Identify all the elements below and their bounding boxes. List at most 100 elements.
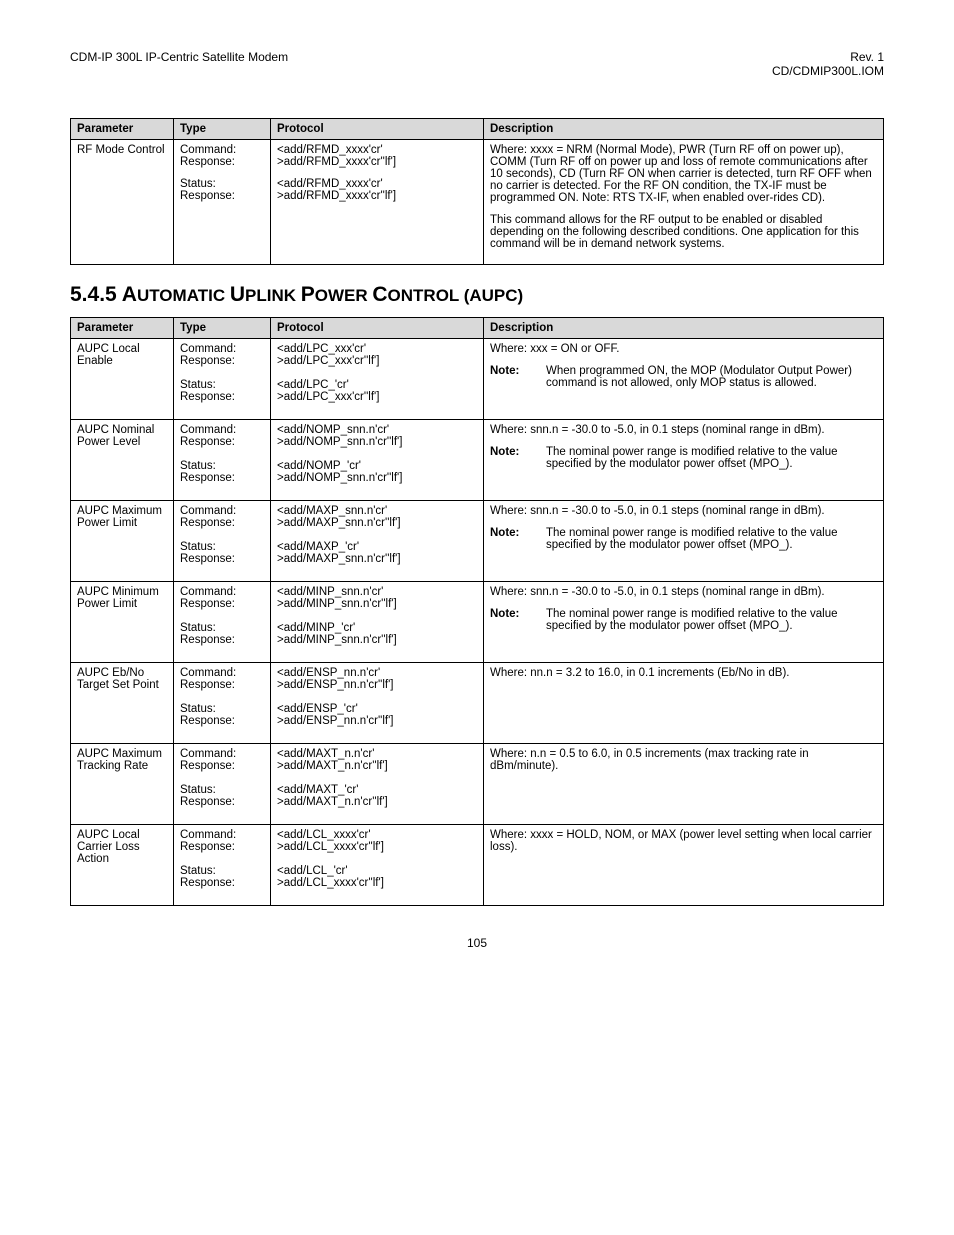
proto-line: <add/LCL_'cr' xyxy=(277,865,477,877)
proto-line xyxy=(277,772,477,784)
proto-line xyxy=(277,853,477,865)
cell-protocol: <add/LCL_xxxx'cr'>add/LCL_xxxx'cr''lf'] … xyxy=(271,825,484,906)
proto-line: <add/RFMD_xxxx'cr' xyxy=(277,144,477,156)
cell-description: Where: nn.n = 3.2 to 16.0, in 0.1 increm… xyxy=(484,663,884,744)
desc-where: Where: xxx = ON or OFF. xyxy=(490,343,877,355)
cell-type: Command: Response: Status: Response: xyxy=(174,140,271,265)
proto-line: >add/ENSP_nn.n'cr''lf'] xyxy=(277,679,477,691)
table-row: AUPC Local EnableCommand:Response: Statu… xyxy=(71,339,884,420)
desc-where: Where: xxxx = HOLD, NOM, or MAX (power l… xyxy=(490,829,877,853)
type-line: Response: xyxy=(180,517,264,529)
note-label: Note: xyxy=(490,365,534,389)
proto-line: >add/MAXP_snn.n'cr''lf'] xyxy=(277,553,477,565)
desc-note: Note: When programmed ON, the MOP (Modula… xyxy=(490,365,877,389)
cell-description: Where: snn.n = -30.0 to -5.0, in 0.1 ste… xyxy=(484,420,884,501)
type-line xyxy=(180,772,264,784)
type-line: Response: xyxy=(180,391,264,403)
proto-line: <add/MAXP_'cr' xyxy=(277,541,477,553)
type-line: Response: xyxy=(180,679,264,691)
desc-where: Where: snn.n = -30.0 to -5.0, in 0.1 ste… xyxy=(490,586,877,598)
proto-line xyxy=(277,448,477,460)
note-text: The nominal power range is modified rela… xyxy=(546,608,877,632)
note-text: The nominal power range is modified rela… xyxy=(546,527,877,551)
proto-line: <add/MAXT_n.n'cr' xyxy=(277,748,477,760)
table-row: AUPC Eb/No Target Set PointCommand:Respo… xyxy=(71,663,884,744)
proto-line: <add/MAXP_snn.n'cr' xyxy=(277,505,477,517)
type-line: Command: xyxy=(180,343,264,355)
th-description: Description xyxy=(484,318,884,339)
cell-protocol: <add/LPC_xxx'cr'>add/LPC_xxx'cr''lf'] <a… xyxy=(271,339,484,420)
type-line: Status: xyxy=(180,541,264,553)
th-parameter: Parameter xyxy=(71,119,174,140)
desc-where: Where: nn.n = 3.2 to 16.0, in 0.1 increm… xyxy=(490,667,877,679)
type-line: Command: xyxy=(180,505,264,517)
proto-line: >add/MAXT_n.n'cr''lf'] xyxy=(277,760,477,772)
table-header-row: Parameter Type Protocol Description xyxy=(71,119,884,140)
type-line: Status: xyxy=(180,784,264,796)
proto-line: >add/LCL_xxxx'cr''lf'] xyxy=(277,841,477,853)
table-aupc: Parameter Type Protocol Description AUPC… xyxy=(70,317,884,906)
cell-parameter: AUPC Local Carrier Loss Action xyxy=(71,825,174,906)
th-parameter: Parameter xyxy=(71,318,174,339)
th-type: Type xyxy=(174,119,271,140)
proto-line: >add/ENSP_nn.n'cr''lf'] xyxy=(277,715,477,727)
table-row: AUPC Maximum Tracking RateCommand:Respon… xyxy=(71,744,884,825)
note-label: Note: xyxy=(490,446,534,470)
proto-line: >add/LPC_xxx'cr''lf'] xyxy=(277,391,477,403)
cell-type: Command:Response: Status:Response: xyxy=(174,501,271,582)
cell-description: Where: xxxx = HOLD, NOM, or MAX (power l… xyxy=(484,825,884,906)
cell-protocol: <add/ENSP_nn.n'cr'>add/ENSP_nn.n'cr''lf'… xyxy=(271,663,484,744)
cell-type: Command:Response: Status:Response: xyxy=(174,339,271,420)
desc-where: Where: snn.n = -30.0 to -5.0, in 0.1 ste… xyxy=(490,424,877,436)
header-doc: CD/CDMIP300L.IOM xyxy=(772,64,884,78)
cell-parameter: AUPC Maximum Power Limit xyxy=(71,501,174,582)
cell-type: Command:Response: Status:Response: xyxy=(174,663,271,744)
proto-line: >add/RFMD_xxxx'cr''lf'] xyxy=(277,190,477,202)
type-line: Response: xyxy=(180,156,264,168)
proto-line: >add/MAXP_snn.n'cr''lf'] xyxy=(277,517,477,529)
type-line xyxy=(180,853,264,865)
cell-type: Command:Response: Status:Response: xyxy=(174,744,271,825)
proto-line: <add/MAXT_'cr' xyxy=(277,784,477,796)
header-rev: Rev. 1 xyxy=(772,50,884,64)
desc-note: Note: The nominal power range is modified… xyxy=(490,527,877,551)
cell-protocol: <add/MAXT_n.n'cr'>add/MAXT_n.n'cr''lf'] … xyxy=(271,744,484,825)
proto-line: <add/MINP_snn.n'cr' xyxy=(277,586,477,598)
cell-description: Where: xxx = ON or OFF. Note: When program… xyxy=(484,339,884,420)
type-line: Response: xyxy=(180,472,264,484)
proto-line: >add/RFMD_xxxx'cr''lf'] xyxy=(277,156,477,168)
type-line: Status: xyxy=(180,178,264,190)
desc-note: Note:The nominal power range is modified… xyxy=(490,608,877,632)
type-line: Response: xyxy=(180,877,264,889)
proto-line: <add/NOMP_'cr' xyxy=(277,460,477,472)
desc-note: Note:The nominal power range is modified… xyxy=(490,446,877,470)
section-heading: 5.4.5 AUTOMATIC UPLINK POWER CONTROL (AU… xyxy=(70,283,884,307)
table-row: RF Mode Control Command: Response: Statu… xyxy=(71,140,884,265)
type-line: Command: xyxy=(180,586,264,598)
cell-protocol: <add/NOMP_snn.n'cr'>add/NOMP_snn.n'cr''l… xyxy=(271,420,484,501)
note-label: Note: xyxy=(490,527,534,551)
note-text: When programmed ON, the MOP (Modulator O… xyxy=(546,365,877,389)
type-line: Response: xyxy=(180,760,264,772)
proto-line xyxy=(277,691,477,703)
section-title-text: AUTOMATIC UPLINK POWER CONTROL (AUPC) xyxy=(122,283,523,306)
type-line: Response: xyxy=(180,634,264,646)
cell-description: Where: xxxx = NRM (Normal Mode), PWR (Tu… xyxy=(484,140,884,265)
table-rf-mode: Parameter Type Protocol Description RF M… xyxy=(70,118,884,265)
cell-type: Command:Response: Status:Response: xyxy=(174,582,271,663)
table-row: AUPC Local Carrier Loss ActionCommand:Re… xyxy=(71,825,884,906)
proto-line: >add/MAXT_n.n'cr''lf'] xyxy=(277,796,477,808)
type-line: Command: xyxy=(180,424,264,436)
desc-para: Where: xxxx = NRM (Normal Mode), PWR (Tu… xyxy=(490,144,877,204)
type-line: Status: xyxy=(180,703,264,715)
type-line xyxy=(180,529,264,541)
type-line: Response: xyxy=(180,553,264,565)
type-line xyxy=(180,691,264,703)
cell-description: Where: n.n = 0.5 to 6.0, in 0.5 incremen… xyxy=(484,744,884,825)
header-right: Rev. 1 CD/CDMIP300L.IOM xyxy=(772,50,884,78)
th-type: Type xyxy=(174,318,271,339)
type-line: Status: xyxy=(180,865,264,877)
table-row: AUPC Maximum Power LimitCommand:Response… xyxy=(71,501,884,582)
proto-line xyxy=(277,367,477,379)
proto-line: >add/MINP_snn.n'cr''lf'] xyxy=(277,598,477,610)
